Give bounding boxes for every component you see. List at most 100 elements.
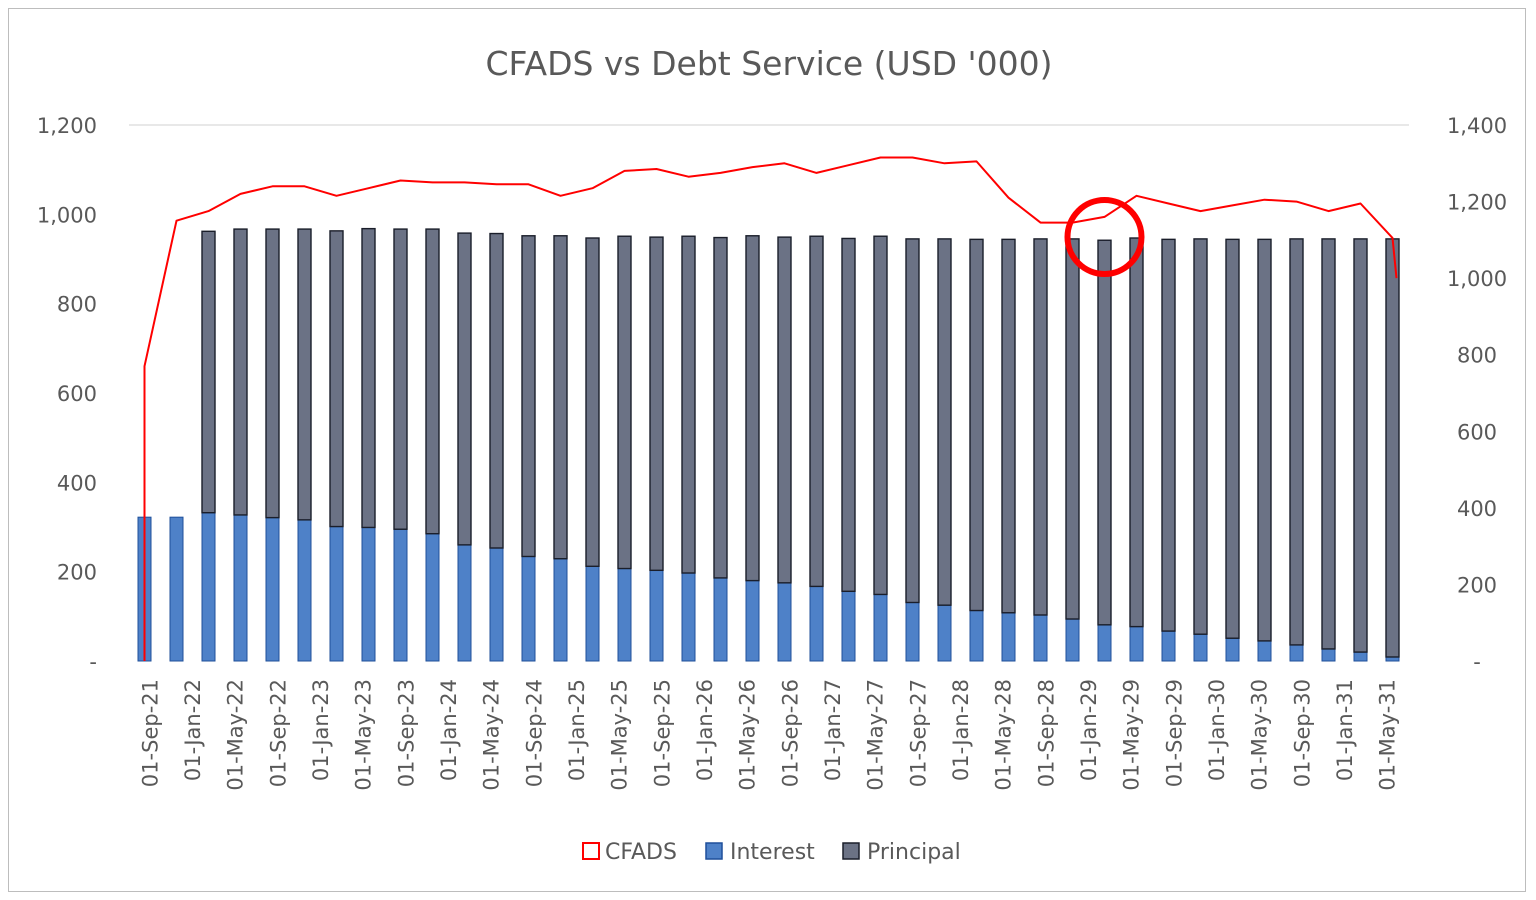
principal-bar [489, 232, 504, 549]
right-tick-label: 400 [1457, 497, 1497, 521]
x-tick-label: 01-Sep-24 [522, 679, 546, 787]
interest-bar [777, 582, 792, 662]
x-tick-label: 01-Sep-27 [906, 679, 930, 787]
principal-bar [649, 236, 664, 572]
legend-principal-swatch [842, 842, 860, 860]
legend: CFADS Interest Principal [582, 840, 961, 865]
principal-bar [1065, 238, 1080, 620]
x-tick-label: 01-Jan-27 [821, 679, 845, 781]
principal-bar [841, 237, 856, 593]
interest-bar [713, 577, 728, 662]
principal-bar [809, 235, 824, 588]
principal-bar [1193, 238, 1208, 635]
right-tick-label: 800 [1457, 344, 1497, 368]
principal-bar [1225, 238, 1240, 639]
interest-bar [425, 533, 440, 662]
principal-bar [905, 238, 920, 604]
x-axis-ticks: 01-Sep-21 01-Jan-22 01-May-22 01-Sep-22 01-J… [138, 679, 1399, 791]
x-tick-label: 01-May-27 [864, 679, 888, 791]
x-tick-label: 01-Jan-24 [437, 679, 461, 781]
interest-bar [1129, 626, 1144, 662]
interest-bar [553, 558, 568, 662]
left-axis-ticks: - 200 400 600 800 1,000 1,200 [37, 114, 97, 674]
principal-bar [1353, 238, 1368, 653]
interest-bar [1321, 648, 1336, 662]
interest-bar [1353, 651, 1368, 662]
x-tick-label: 01-Sep-30 [1290, 679, 1314, 787]
x-tick-label: 01-May-22 [224, 679, 248, 791]
principal-bar [1001, 238, 1016, 614]
left-tick-label: 400 [57, 471, 97, 495]
principal-bar [265, 228, 280, 519]
interest-bar [969, 610, 984, 662]
chart: CFADS vs Debt Service (USD '000) - 200 400… [37, 44, 1507, 865]
right-tick-label: - [1473, 650, 1481, 674]
principal-bar [585, 237, 600, 568]
interest-bar [937, 604, 952, 662]
x-tick-label: 01-May-28 [992, 679, 1016, 791]
principal-bar [329, 230, 344, 528]
interest-bar [297, 519, 312, 662]
interest-bar [873, 593, 888, 662]
bar-series [137, 227, 1400, 662]
interest-bar [649, 569, 664, 662]
chart-title: CFADS vs Debt Service (USD '000) [486, 44, 1053, 83]
x-tick-label: 01-May-30 [1248, 679, 1272, 791]
right-tick-label: 200 [1457, 573, 1497, 597]
interest-bar [329, 526, 344, 662]
right-tick-label: 600 [1457, 420, 1497, 444]
x-tick-label: 01-Jan-28 [949, 679, 973, 781]
interest-bar [841, 590, 856, 662]
x-tick-label: 01-Sep-28 [1034, 679, 1058, 787]
principal-bar [713, 236, 728, 579]
right-tick-label: 1,400 [1447, 114, 1507, 138]
interest-bar [521, 555, 536, 662]
x-tick-label: 01-May-26 [736, 679, 760, 791]
interest-bar [1065, 618, 1080, 662]
chart-frame: CFADS vs Debt Service (USD '000) - 200 400… [8, 8, 1526, 892]
x-tick-label: 01-May-31 [1376, 679, 1400, 791]
principal-bar [1257, 238, 1272, 642]
x-tick-label: 01-Jan-22 [181, 679, 205, 781]
principal-bar [1289, 238, 1304, 646]
principal-bar [297, 228, 312, 521]
x-tick-label: 01-May-29 [1120, 679, 1144, 791]
legend-principal-label: Principal [867, 840, 961, 865]
cfads-line-series [143, 156, 1398, 661]
x-tick-label: 01-Sep-29 [1162, 679, 1186, 787]
interest-bar [1193, 633, 1208, 662]
interest-bar [905, 601, 920, 662]
legend-cfads-label: CFADS [605, 840, 677, 865]
interest-bar [201, 512, 216, 662]
x-tick-label: 01-Sep-26 [778, 679, 802, 787]
right-tick-label: 1,000 [1447, 267, 1507, 291]
interest-bar [393, 528, 408, 662]
principal-bar [521, 235, 536, 558]
principal-bar [1161, 238, 1176, 632]
left-tick-label: 600 [57, 382, 97, 406]
interest-bar [1001, 612, 1016, 662]
left-tick-label: 800 [57, 293, 97, 317]
left-tick-label: - [89, 650, 97, 674]
interest-bar [1225, 637, 1240, 662]
x-tick-label: 01-Sep-21 [138, 679, 162, 787]
x-tick-label: 01-Jan-31 [1333, 679, 1357, 781]
principal-bar [873, 235, 888, 596]
right-axis-ticks: - 200 400 600 800 1,000 1,200 1,400 [1447, 114, 1507, 674]
left-tick-label: 1,000 [37, 203, 97, 227]
interest-bar [1289, 644, 1304, 662]
x-tick-label: 01-May-23 [352, 679, 376, 791]
principal-bar [969, 238, 984, 612]
principal-bar [1033, 238, 1048, 616]
interest-bar [585, 565, 600, 662]
principal-bar [553, 235, 568, 560]
interest-bar [169, 516, 184, 662]
interest-bar [809, 585, 824, 662]
x-tick-label: 01-Sep-25 [650, 679, 674, 787]
principal-bar [201, 230, 216, 514]
principal-bar [1129, 237, 1144, 628]
principal-bar [617, 235, 632, 570]
x-tick-label: 01-Sep-23 [394, 679, 418, 787]
interest-bar [361, 526, 376, 662]
x-tick-label: 01-Jan-30 [1205, 679, 1229, 781]
